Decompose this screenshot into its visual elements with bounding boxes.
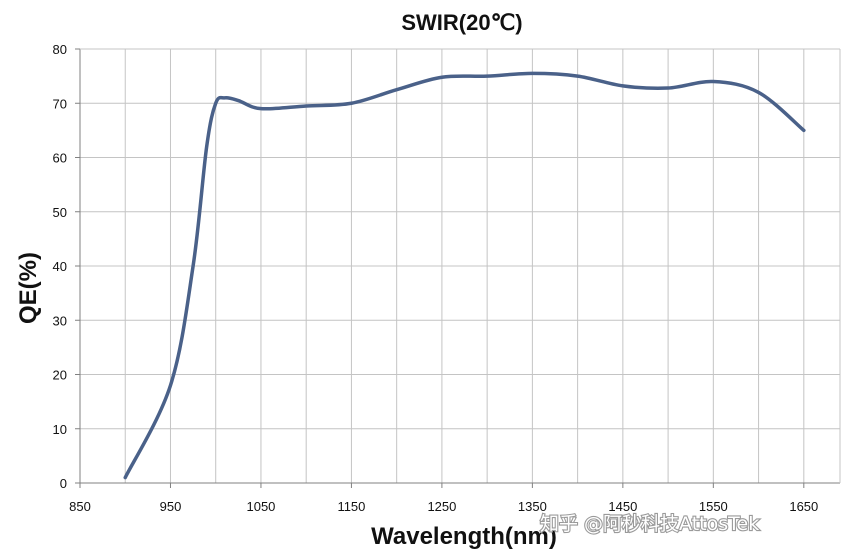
y-tick-label: 30 [53,313,67,328]
x-tick-label: 1450 [608,499,637,514]
y-tick-label: 40 [53,259,67,274]
series-group [123,71,806,480]
y-axis-ticks: 0 10 20 30 40 50 60 70 80 [53,42,80,491]
qe-series-line [123,71,806,480]
x-tick-label: 1250 [427,499,456,514]
chart-title: SWIR(20℃) [401,10,522,35]
x-axis-label: Wavelength(nm) [371,523,557,550]
y-tick-label: 20 [53,368,67,383]
x-tick-label: 1150 [337,499,365,514]
x-tick-label: 1650 [789,499,818,514]
y-tick-label: 0 [60,476,67,491]
x-tick-label: 1350 [518,499,547,514]
y-tick-label: 80 [53,42,67,57]
x-tick-label: 950 [160,499,182,514]
y-axis-label: QE(%) [15,252,42,324]
y-tick-label: 50 [53,205,67,220]
x-tick-label: 850 [69,499,91,514]
y-tick-label: 60 [53,151,67,166]
x-axis-ticks: 850 950 1050 1150 1250 1350 1450 1550 1650 [69,483,818,514]
x-tick-label: 1050 [246,499,275,514]
x-tick-label: 1550 [699,499,728,514]
y-tick-label: 10 [53,422,67,437]
watermark-text: 知乎 @阿秒科技AttosTek [540,513,759,535]
y-tick-label: 70 [53,96,67,111]
